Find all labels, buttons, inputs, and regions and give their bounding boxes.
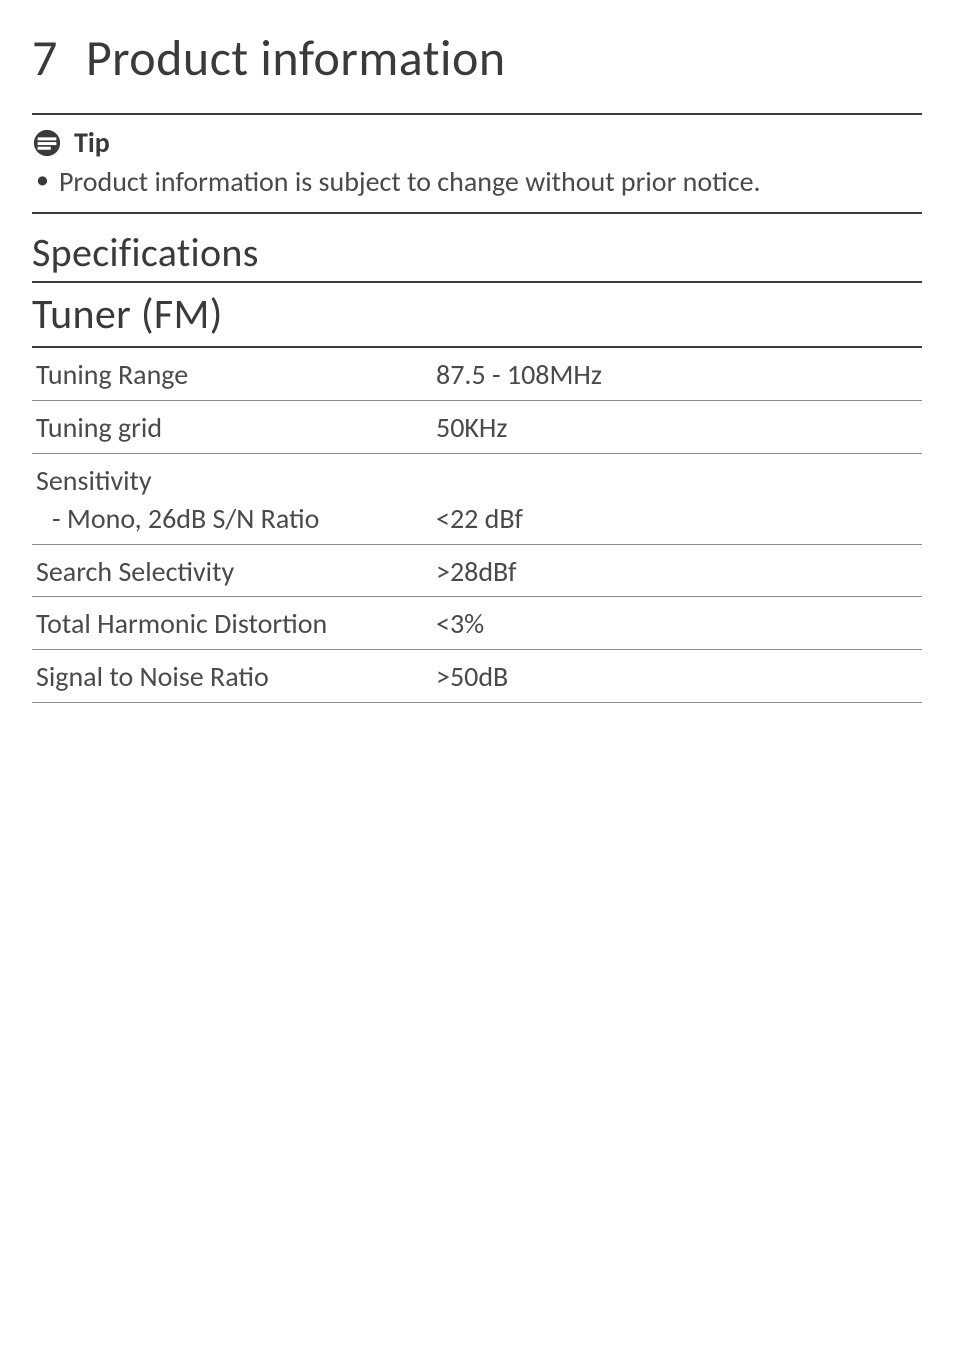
section-number: 7: [32, 28, 58, 89]
specifications-heading: Specifications: [32, 222, 922, 283]
page-title: 7 Product information: [32, 28, 922, 89]
table-row: Tuning Range 87.5 - 108MHz: [32, 348, 922, 401]
spec-table: Tuning Range 87.5 - 108MHz Tuning grid 5…: [32, 348, 922, 703]
table-row: Sensitivity - Mono, 26dB S/N Ratio <22 d…: [32, 454, 922, 545]
spec-value: <22 dBf: [436, 462, 922, 538]
spec-label-main: Sensitivity: [36, 463, 152, 498]
table-row: Total Harmonic Distortion <3%: [32, 597, 922, 650]
tuner-heading: Tuner (FM): [32, 283, 922, 348]
tip-label: Tip: [74, 125, 110, 160]
bullet-icon: •: [36, 164, 49, 194]
spec-label: Tuning grid: [36, 409, 436, 447]
spec-value: 50KHz: [436, 409, 922, 447]
tip-bullet-row: • Product information is subject to chan…: [32, 164, 922, 200]
spec-label-sub: - Mono, 26dB S/N Ratio: [36, 500, 436, 538]
spec-value: >28dBf: [436, 553, 922, 591]
spec-label: Tuning Range: [36, 356, 436, 394]
spec-label: Signal to Noise Ratio: [36, 658, 436, 696]
spec-value: <3%: [436, 605, 922, 643]
table-row: Search Selectivity >28dBf: [32, 545, 922, 598]
spec-label: Total Harmonic Distortion: [36, 605, 436, 643]
spec-value: >50dB: [436, 658, 922, 696]
spec-label: Search Selectivity: [36, 553, 436, 591]
spec-value: 87.5 - 108MHz: [436, 356, 922, 394]
tip-block: Tip • Product information is subject to …: [32, 113, 922, 214]
tip-header: Tip: [32, 125, 922, 160]
table-row: Tuning grid 50KHz: [32, 401, 922, 454]
tip-text: Product information is subject to change…: [59, 164, 761, 200]
section-title-text: Product information: [86, 28, 506, 89]
table-row: Signal to Noise Ratio >50dB: [32, 650, 922, 703]
tip-icon: [32, 128, 62, 158]
spec-label: Sensitivity - Mono, 26dB S/N Ratio: [36, 462, 436, 538]
